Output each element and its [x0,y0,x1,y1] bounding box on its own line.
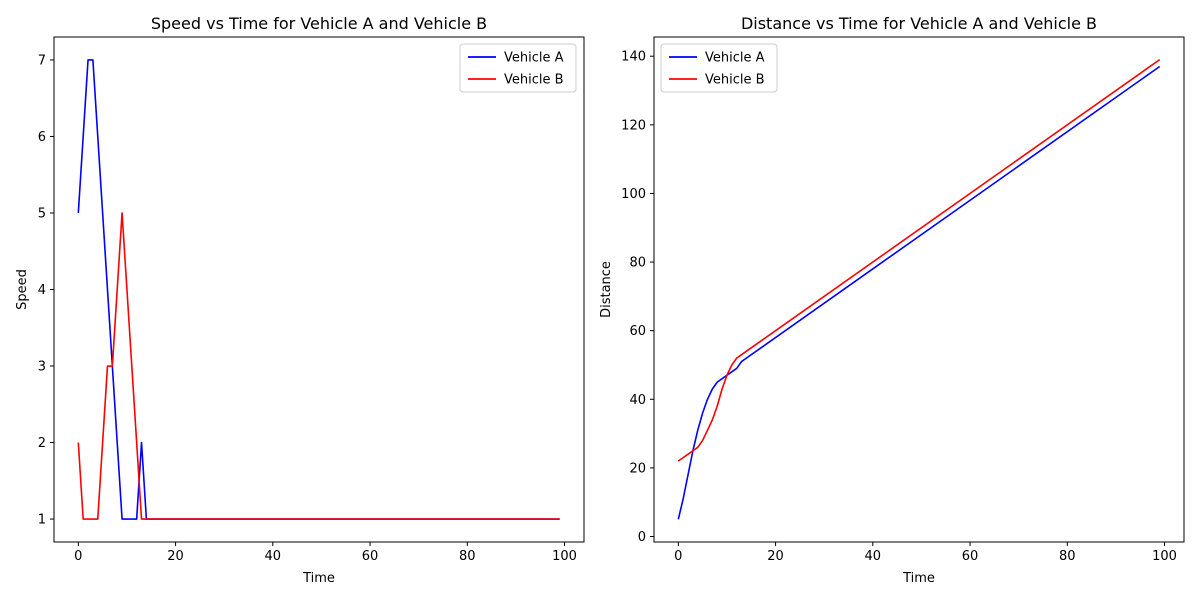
distance-y-tick-label: 60 [629,324,646,339]
speed-x-tick-label: 0 [74,549,82,564]
distance-chart: Distance vs Time for Vehicle A and Vehic… [599,14,1185,586]
distance-series-vehicle-b-line [677,58,1161,462]
distance-y-tick-label: 140 [621,50,646,65]
speed-y-tick-label: 4 [38,283,46,298]
speed-x-tick-label: 20 [167,549,184,564]
distance-chart-ticks: 0 20 40 60 80 100 0 20 40 60 80 100 120 140 [621,50,1177,564]
distance-y-tick-label: 120 [621,118,646,133]
speed-chart: Speed vs Time for Vehicle A and Vehicle … [15,14,585,586]
speed-series-vehicle-b-line [77,212,560,520]
speed-y-tick-label: 7 [38,53,46,68]
speed-x-tick-label: 40 [265,549,282,564]
speed-chart-frame [53,36,585,543]
speed-chart-y-axis-label: Speed [15,269,30,310]
speed-x-tick-label: 60 [362,549,379,564]
distance-chart-y-axis-label: Distance [599,261,614,318]
speed-x-tick-label: 80 [459,549,476,564]
distance-x-tick-label: 80 [1059,549,1076,564]
speed-chart-title: Speed vs Time for Vehicle A and Vehicle … [151,14,487,33]
distance-series-vehicle-a-line [677,65,1161,520]
distance-x-tick-label: 100 [1152,549,1177,564]
speed-y-tick-label: 2 [38,436,46,451]
distance-y-tick-label: 40 [629,393,646,408]
speed-chart-plot-area [77,59,560,520]
distance-legend-label-vehicle-b: Vehicle B [705,73,765,88]
speed-y-tick-label: 6 [38,130,46,145]
distance-chart-title: Distance vs Time for Vehicle A and Vehic… [741,14,1097,33]
speed-legend-box [459,43,577,93]
distance-y-tick-label: 80 [629,256,646,271]
distance-chart-plot-area [677,58,1161,520]
speed-chart-ticks: 0 20 40 60 80 100 1 2 3 4 5 6 7 [38,53,577,564]
speed-chart-legend: Vehicle A Vehicle B [459,43,577,93]
distance-x-tick-label: 0 [674,549,682,564]
speed-legend-label-vehicle-a: Vehicle A [504,51,564,66]
distance-y-tick-label: 100 [621,187,646,202]
distance-chart-legend: Vehicle A Vehicle B [660,43,778,93]
distance-y-tick-label: 20 [629,461,646,476]
distance-legend-label-vehicle-a: Vehicle A [705,51,765,66]
distance-x-tick-label: 40 [865,549,882,564]
distance-chart-x-axis-label: Time [902,571,935,586]
speed-y-tick-label: 1 [38,513,46,528]
distance-legend-box [660,43,778,93]
speed-y-tick-label: 5 [38,206,46,221]
distance-x-tick-label: 20 [767,549,784,564]
distance-x-tick-label: 60 [962,549,979,564]
speed-x-tick-label: 100 [552,549,577,564]
distance-y-tick-label: 0 [638,530,646,545]
distance-chart-frame [653,36,1185,543]
speed-series-vehicle-a-line [77,59,560,520]
speed-chart-x-axis-label: Time [302,571,335,586]
speed-y-tick-label: 3 [38,360,46,375]
speed-legend-label-vehicle-b: Vehicle B [504,73,564,88]
